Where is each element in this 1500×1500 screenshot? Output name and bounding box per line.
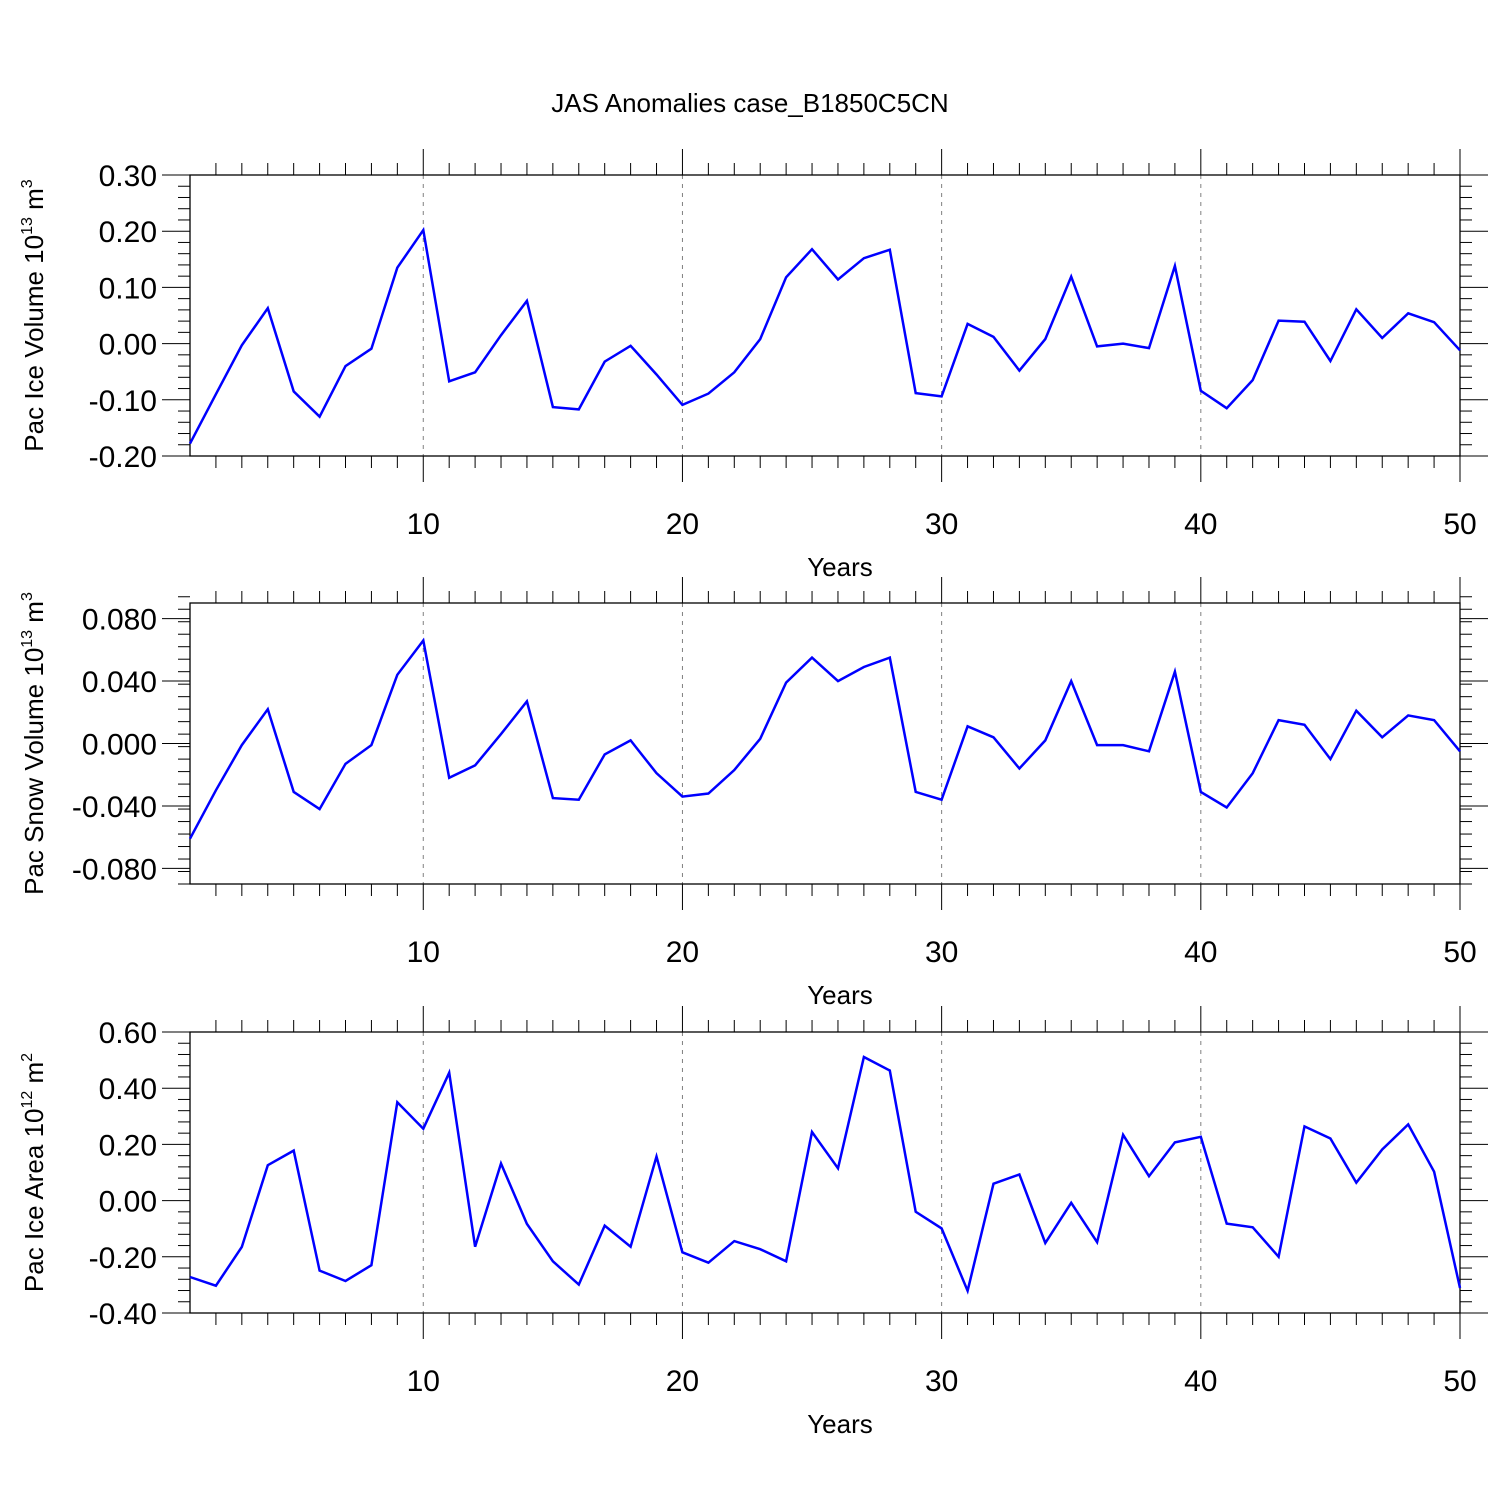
x-tick-label: 30 <box>925 508 958 541</box>
panel-3: -0.40 -0.20 0.00 0.20 0.40 0.60 10 20 30 40 50 Year… <box>19 1006 1488 1439</box>
figure-title: JAS Anomalies case_B1850C5CN <box>551 88 948 118</box>
x-tick-label: 10 <box>407 936 440 969</box>
y-tick-label: 0.000 <box>82 729 157 762</box>
x-tick-label: 20 <box>666 1365 699 1398</box>
y-tick-label: 0.20 <box>99 1129 157 1162</box>
x-tick-label: 20 <box>666 508 699 541</box>
panels: -0.20 -0.10 0.00 0.10 0.20 0.30 10 20 30 40 50 Year… <box>19 149 1488 1439</box>
x-tick-label: 50 <box>1443 1365 1476 1398</box>
x-tick-label: 30 <box>925 1365 958 1398</box>
y-axis-title: Pac Ice Area 1012 m2 <box>19 1053 49 1292</box>
series-line <box>188 226 1461 445</box>
series-line <box>189 1055 1462 1295</box>
y-tick-label: -0.40 <box>89 1298 157 1331</box>
x-axis-title: Years <box>807 552 873 582</box>
y-tick-label: -0.080 <box>72 853 157 886</box>
y-axis-title: Pac Snow Volume 1013 m3 <box>19 592 49 895</box>
x-tick-label: 40 <box>1184 1365 1217 1398</box>
x-tick-label: 10 <box>407 1365 440 1398</box>
panel-2: -0.080 -0.040 0.000 0.040 0.080 10 20 30 40 50 Yea… <box>19 577 1488 1010</box>
y-axis-title-exponent: 13 <box>19 217 36 235</box>
y-tick-label: 0.60 <box>99 1017 157 1050</box>
series-line <box>188 637 1461 840</box>
y-axis-title-unit: m <box>19 188 49 217</box>
y-axis-title-unit-exponent: 2 <box>19 1053 36 1062</box>
y-tick-label: 0.20 <box>99 216 157 249</box>
y-axis-title-text: Pac Ice Volume 10 <box>19 235 49 452</box>
x-tick-label: 50 <box>1443 936 1476 969</box>
y-axis-title-unit-exponent: 3 <box>19 592 36 601</box>
panel-1: -0.20 -0.10 0.00 0.10 0.20 0.30 10 20 30 40 50 Year… <box>19 149 1488 582</box>
plot-frame <box>189 174 1461 457</box>
y-tick-label: -0.10 <box>89 385 157 418</box>
x-tick-label: 20 <box>666 936 699 969</box>
y-axis-title-unit: m <box>19 1062 49 1091</box>
x-axis-title: Years <box>807 1409 873 1439</box>
y-axis-title-exponent: 12 <box>19 1091 36 1109</box>
plot-frame <box>189 1031 1461 1314</box>
y-tick-label: 0.080 <box>82 604 157 637</box>
y-tick-label: 0.040 <box>82 666 157 699</box>
y-tick-label: -0.040 <box>72 791 157 824</box>
x-tick-label: 10 <box>407 508 440 541</box>
y-tick-label: 0.40 <box>99 1073 157 1106</box>
y-tick-label: 0.00 <box>99 1186 157 1219</box>
y-axis-title-text: Pac Ice Area 10 <box>19 1109 49 1293</box>
y-axis-title: Pac Ice Volume 1013 m3 <box>19 179 49 452</box>
x-tick-label: 30 <box>925 936 958 969</box>
y-axis-title-unit-exponent: 3 <box>19 179 36 188</box>
y-tick-label: 0.00 <box>99 329 157 362</box>
y-tick-label: -0.20 <box>89 441 157 474</box>
x-axis-title: Years <box>807 980 873 1010</box>
y-axis-title-exponent: 13 <box>19 630 36 648</box>
y-axis-title-text: Pac Snow Volume 10 <box>19 648 49 895</box>
x-tick-label: 40 <box>1184 508 1217 541</box>
y-tick-label: 0.10 <box>99 272 157 305</box>
x-tick-label: 40 <box>1184 936 1217 969</box>
y-tick-label: 0.30 <box>99 160 157 193</box>
y-tick-label: -0.20 <box>89 1242 157 1275</box>
x-tick-label: 50 <box>1443 508 1476 541</box>
y-axis-title-unit: m <box>19 601 49 630</box>
